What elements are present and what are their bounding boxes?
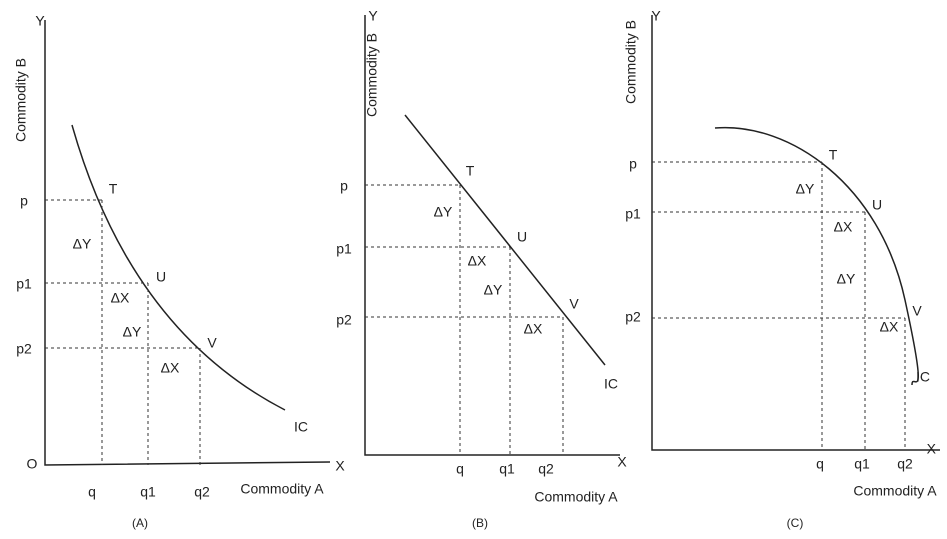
y-axis-label: Y xyxy=(368,8,378,24)
y-tick-label: p xyxy=(629,156,637,172)
delta-label: ΔY xyxy=(837,271,856,287)
guide-lines xyxy=(652,161,906,450)
delta-label: ΔX xyxy=(834,219,853,235)
x-title: Commodity A xyxy=(240,481,324,497)
delta-label: ΔY xyxy=(796,181,815,197)
curve-label: IC xyxy=(916,369,930,385)
x-tick-label: q xyxy=(816,456,824,472)
point-label: T xyxy=(109,181,118,197)
x-tick-label: q1 xyxy=(854,456,870,472)
point-label: U xyxy=(156,269,166,285)
x-tick-label: q xyxy=(456,461,464,477)
caption: (B) xyxy=(472,516,488,530)
y-tick-label: p2 xyxy=(16,341,32,357)
guide-lines xyxy=(365,184,564,455)
delta-label: ΔX xyxy=(111,290,130,306)
y-tick-label: p1 xyxy=(336,241,352,257)
y-title: Commodity B xyxy=(623,20,639,104)
x-tick-label: q1 xyxy=(140,484,156,500)
delta-label: ΔX xyxy=(468,253,487,269)
point-label: U xyxy=(517,229,527,245)
delta-label: ΔY xyxy=(123,324,142,340)
point-label: V xyxy=(569,296,579,312)
x-tick-label: q2 xyxy=(194,484,210,500)
point-label: T xyxy=(829,147,838,163)
x-tick-label: q2 xyxy=(897,456,913,472)
y-title: Commodity B xyxy=(364,33,380,117)
guide-lines xyxy=(45,199,201,465)
delta-label: ΔX xyxy=(524,321,543,337)
delta-label: ΔX xyxy=(880,319,899,335)
y-title: Commodity B xyxy=(13,58,29,142)
delta-label: ΔY xyxy=(73,236,92,252)
point-label: V xyxy=(207,335,217,351)
x-axis-label: X xyxy=(617,454,627,470)
point-label: U xyxy=(872,197,882,213)
axes xyxy=(651,15,940,451)
x-title: Commodity A xyxy=(534,489,618,505)
axes xyxy=(44,20,331,466)
caption: (A) xyxy=(132,516,148,530)
x-axis-label: X xyxy=(927,441,937,457)
y-tick-label: p2 xyxy=(625,309,641,325)
point-label: T xyxy=(466,163,475,179)
curve-label: IC xyxy=(604,376,618,392)
y-tick-label: p2 xyxy=(336,312,352,328)
y-tick-label: p1 xyxy=(625,206,641,222)
y-axis-label: Y xyxy=(651,8,661,24)
ic-curve xyxy=(71,124,286,411)
delta-label: ΔY xyxy=(484,282,503,298)
x-tick-label: q1 xyxy=(499,461,515,477)
x-title: Commodity A xyxy=(853,483,937,499)
delta-label: ΔY xyxy=(434,204,453,220)
panel-b xyxy=(364,15,620,456)
origin-label: O xyxy=(27,456,38,472)
delta-label: ΔX xyxy=(161,360,180,376)
point-label: V xyxy=(912,303,922,319)
panel-a xyxy=(44,20,331,466)
y-tick-label: p xyxy=(20,193,28,209)
x-tick-label: q xyxy=(88,484,96,500)
y-tick-label: p xyxy=(340,178,348,194)
axes xyxy=(364,15,620,456)
y-tick-label: p1 xyxy=(16,276,32,292)
x-tick-label: q2 xyxy=(538,461,554,477)
y-axis-label: Y xyxy=(35,13,45,29)
ic-curve xyxy=(714,126,920,386)
x-axis-label: X xyxy=(335,458,345,474)
ic-line xyxy=(404,114,606,366)
caption: (C) xyxy=(787,516,804,530)
panel-c xyxy=(651,15,940,451)
curve-label: IC xyxy=(294,419,308,435)
